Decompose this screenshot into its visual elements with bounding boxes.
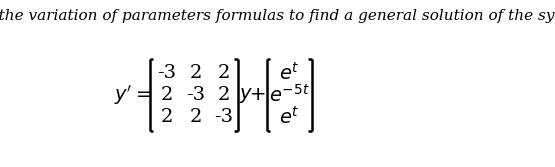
Text: $y$: $y$ bbox=[239, 86, 253, 105]
Text: $e^{t}$: $e^{t}$ bbox=[279, 106, 300, 128]
Text: 2: 2 bbox=[161, 108, 173, 126]
Text: 2: 2 bbox=[190, 64, 202, 82]
Text: 2: 2 bbox=[190, 108, 202, 126]
Text: $+$: $+$ bbox=[249, 86, 266, 104]
Text: 2: 2 bbox=[218, 64, 230, 82]
Text: Use the variation of parameters formulas to find a general solution of the syste: Use the variation of parameters formulas… bbox=[0, 9, 555, 23]
Text: -3: -3 bbox=[157, 64, 176, 82]
Text: $y' =$: $y' =$ bbox=[114, 83, 152, 107]
Text: 2: 2 bbox=[218, 86, 230, 104]
Text: $e^{-5t}$: $e^{-5t}$ bbox=[269, 84, 310, 106]
Text: -3: -3 bbox=[214, 108, 233, 126]
Text: $e^{t}$: $e^{t}$ bbox=[279, 62, 300, 84]
Text: 2: 2 bbox=[161, 86, 173, 104]
Text: -3: -3 bbox=[186, 86, 205, 104]
